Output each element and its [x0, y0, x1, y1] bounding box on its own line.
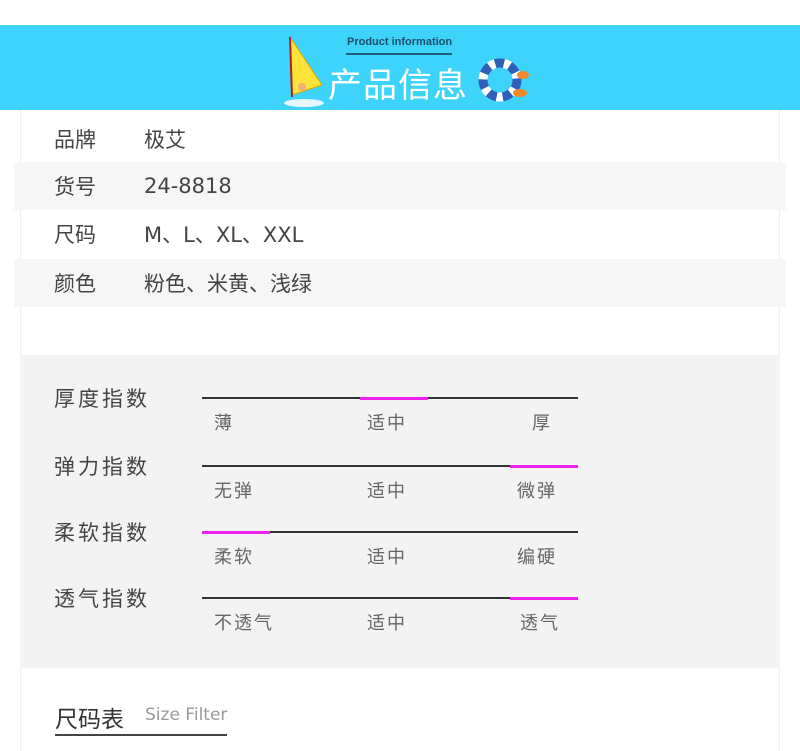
windsurfer-icon [284, 35, 324, 107]
index-option: 适中 [367, 613, 407, 634]
index-scale [202, 597, 578, 600]
index-row: 透气指数 不透气 适中 透气 [20, 587, 780, 657]
banner-underline [346, 53, 452, 55]
info-row: 品牌 极艾 [14, 115, 786, 163]
size-table-underline [55, 734, 227, 736]
info-value: 粉色、米黄、浅绿 [144, 272, 312, 296]
size-table-subtitle: Size Filter [145, 705, 228, 725]
index-marker [360, 397, 428, 400]
index-option: 微弹 [517, 481, 557, 502]
info-row: 颜色 粉色、米黄、浅绿 [14, 259, 786, 307]
info-row: 货号 24-8818 [14, 162, 786, 210]
index-label: 柔软指数 [54, 521, 150, 545]
index-option: 编硬 [517, 547, 557, 568]
info-key: 货号 [54, 175, 96, 199]
info-value: M、L、XL、XXL [144, 223, 304, 247]
index-option: 柔软 [214, 547, 254, 568]
index-option: 不透气 [214, 613, 274, 634]
product-info-banner: Product information 产品信息 [0, 25, 800, 110]
info-value: 24-8818 [144, 174, 232, 198]
size-table-header: 尺码表 Size Filter [20, 668, 780, 751]
info-card [20, 110, 780, 355]
index-option: 薄 [214, 413, 234, 434]
index-row: 弹力指数 无弹 适中 微弹 [20, 455, 780, 525]
index-scale [202, 397, 578, 400]
info-key: 尺码 [54, 223, 96, 247]
index-row: 厚度指数 薄 适中 厚 [20, 387, 780, 457]
index-option: 适中 [367, 547, 407, 568]
index-label: 弹力指数 [54, 455, 150, 479]
index-option: 适中 [367, 481, 407, 502]
index-option: 厚 [532, 413, 552, 434]
index-section: 厚度指数 薄 适中 厚 弹力指数 无弹 适中 微弹 柔软指数 柔软 适中 编硬 … [20, 355, 780, 668]
index-marker [202, 531, 270, 534]
index-option: 适中 [367, 413, 407, 434]
index-scale [202, 465, 578, 468]
index-label: 厚度指数 [54, 387, 150, 411]
size-table-title: 尺码表 [55, 707, 124, 733]
index-option: 透气 [520, 613, 560, 634]
index-option: 无弹 [214, 481, 254, 502]
index-scale [202, 531, 578, 534]
index-label: 透气指数 [54, 587, 150, 611]
info-row: 尺码 M、L、XL、XXL [14, 210, 786, 258]
index-marker [510, 465, 578, 468]
index-row: 柔软指数 柔软 适中 编硬 [20, 521, 780, 591]
banner-subtitle: Product information [347, 36, 453, 48]
info-key: 品牌 [54, 128, 96, 152]
info-key: 颜色 [54, 272, 96, 296]
index-marker [510, 597, 578, 600]
info-value: 极艾 [144, 128, 186, 152]
swim-ring-icon [478, 58, 529, 102]
banner-title: 产品信息 [328, 66, 468, 106]
